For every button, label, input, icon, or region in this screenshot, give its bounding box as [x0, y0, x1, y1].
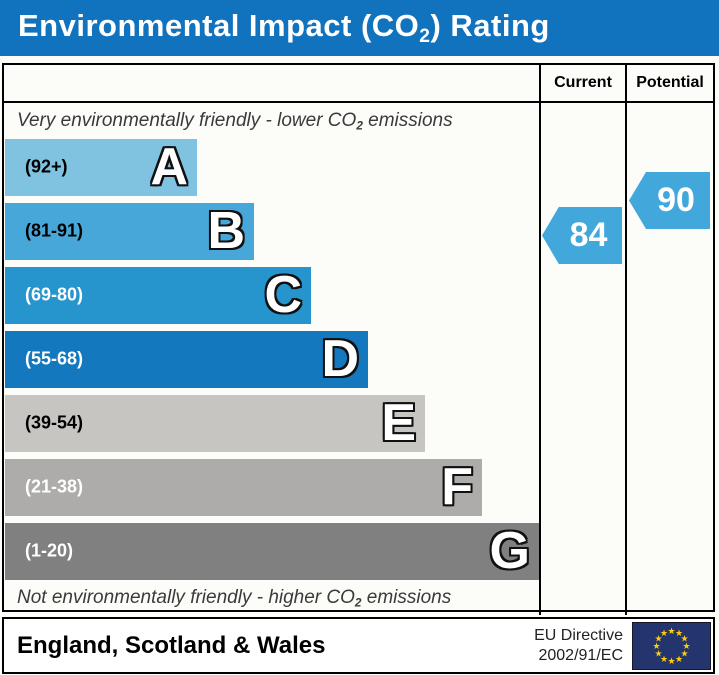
current-value-column: 84 [541, 103, 627, 616]
top-note-prefix: Very environmentally friendly - lower CO [17, 110, 357, 131]
band-f-letter: F [441, 457, 473, 516]
table-body-row: Very environmentally friendly - lower CO… [4, 103, 713, 616]
current-rating-value: 84 [569, 216, 608, 254]
current-rating-arrow: 84 [542, 207, 622, 264]
svg-text:★: ★ [667, 657, 675, 667]
band-e-letter: E [381, 393, 416, 452]
top-note-suffix: emissions [362, 110, 453, 131]
bottom-note: Not environmentally friendly - higher CO… [17, 587, 539, 610]
eu-directive-line1: EU Directive [534, 626, 623, 644]
title-bar: Environmental Impact (CO2) Rating [0, 0, 719, 56]
svg-text:★: ★ [660, 655, 668, 665]
bottom-note-suffix: emissions [361, 586, 452, 608]
svg-text:★: ★ [680, 634, 688, 644]
title-prefix: Environmental Impact (CO [18, 8, 420, 44]
svg-text:★: ★ [667, 627, 675, 637]
band-a: (92+) A [5, 137, 197, 196]
svg-text:★: ★ [654, 649, 662, 659]
band-g-range-label: (1-20) [25, 540, 74, 561]
band-c-range-label: (69-80) [25, 284, 84, 305]
footer-bar: England, Scotland & Wales EU Directive 2… [2, 617, 715, 674]
title-subscript: 2 [419, 25, 431, 47]
band-f: (21-38) F [5, 457, 482, 516]
top-note-subscript: 2 [356, 119, 363, 133]
band-a-range-label: (92+) [25, 156, 68, 177]
potential-column-header: Potential [636, 74, 704, 91]
band-d-letter: D [321, 329, 359, 388]
title-suffix: ) Rating [430, 8, 550, 44]
svg-text:★: ★ [654, 634, 662, 644]
table-header-row: Current Potential [4, 65, 713, 103]
band-d-range-label: (55-68) [25, 348, 84, 369]
band-b: (81-91) B [5, 201, 254, 260]
bottom-note-subscript: 2 [354, 596, 362, 610]
eu-directive-line2: 2002/91/EC [538, 646, 623, 664]
band-b-range-label: (81-91) [25, 220, 84, 241]
eu-directive-label: EU Directive 2002/91/EC [534, 626, 623, 666]
region-label: England, Scotland & Wales [17, 631, 326, 659]
band-d: (55-68) D [5, 329, 368, 388]
svg-text:★: ★ [675, 629, 683, 639]
potential-value-column: 90 [627, 103, 713, 615]
band-c-letter: C [264, 265, 302, 324]
band-b-letter: B [207, 201, 245, 260]
rating-table: Current Potential Very environmentally f… [2, 63, 715, 616]
band-chart-column: Very environmentally friendly - lower CO… [4, 103, 541, 616]
current-column-header: Current [541, 65, 627, 101]
potential-rating-value: 90 [657, 181, 695, 219]
band-c: (69-80) C [5, 265, 311, 324]
band-g-letter: G [489, 521, 530, 580]
band-f-range-label: (21-38) [25, 476, 84, 497]
eu-flag-icon: ★ ★ ★ ★ ★ ★ ★ ★ ★ ★ ★ ★ [632, 621, 711, 670]
band-g: (1-20) G [5, 521, 539, 580]
svg-text:★: ★ [652, 642, 660, 652]
band-e: (39-54) E [5, 393, 425, 452]
bottom-note-prefix: Not environmentally friendly - higher CO [17, 586, 355, 608]
band-a-letter: A [150, 137, 188, 196]
svg-text:★: ★ [682, 642, 690, 652]
page-title: Environmental Impact (CO2) Rating [0, 8, 550, 48]
svg-text:★: ★ [675, 655, 683, 665]
band-e-range-label: (39-54) [25, 412, 84, 433]
potential-rating-arrow: 90 [629, 172, 710, 229]
svg-text:★: ★ [660, 629, 668, 639]
svg-text:★: ★ [680, 649, 688, 659]
header-spacer [4, 65, 541, 101]
top-note: Very environmentally friendly - lower CO… [17, 110, 539, 133]
